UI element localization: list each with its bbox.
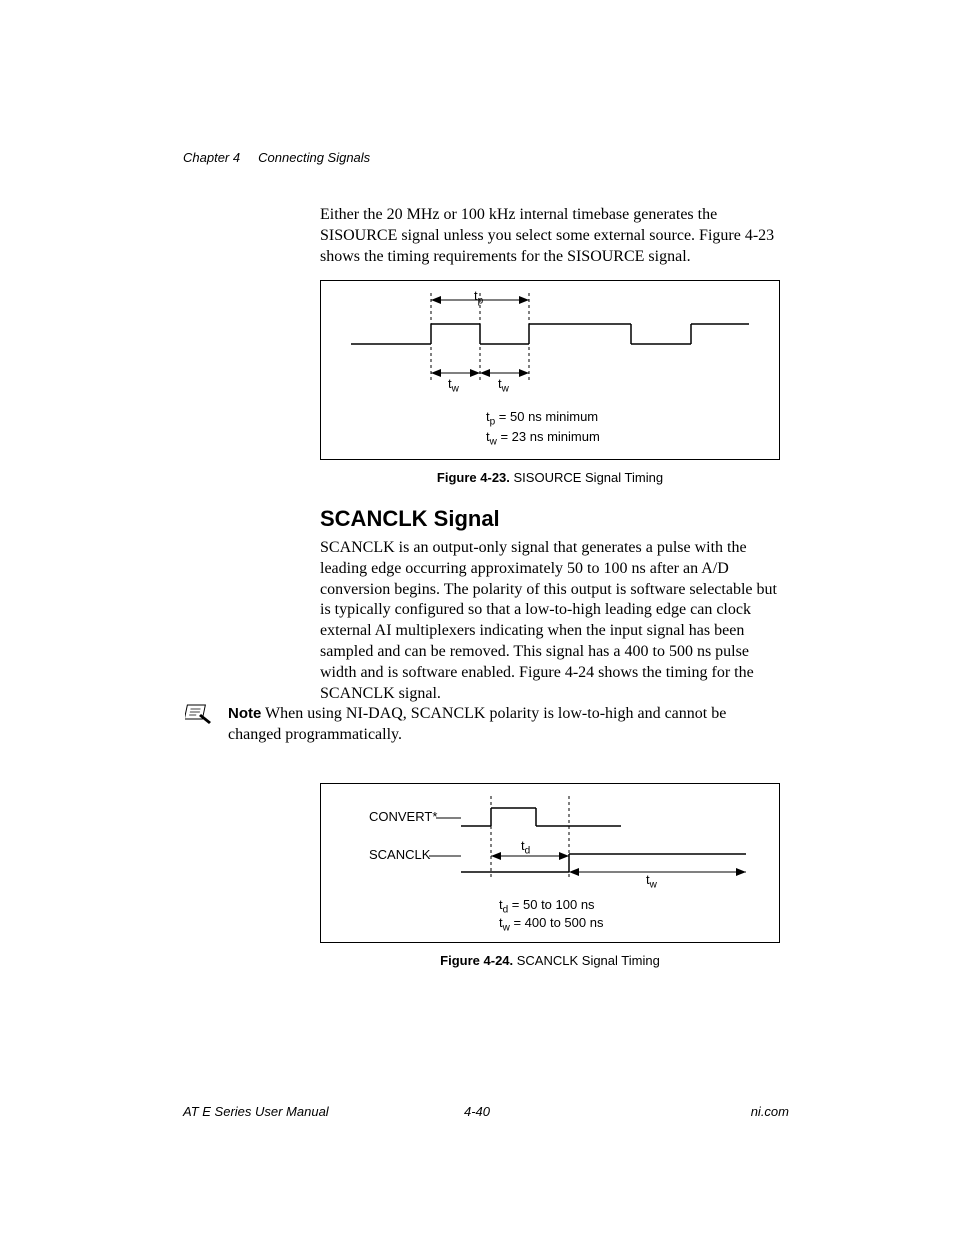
fig23-spec-line-2: tw = 23 ns minimum bbox=[486, 429, 600, 448]
footer-center: 4-40 bbox=[0, 1104, 954, 1119]
figure-23-box: tp tw tw tp = 50 ns minimum tw = 23 ns m… bbox=[320, 280, 780, 460]
section-heading: SCANCLK Signal bbox=[320, 506, 500, 532]
footer-right: ni.com bbox=[751, 1104, 789, 1119]
scanclk-paragraph: SCANCLK is an output-only signal that ge… bbox=[320, 538, 785, 704]
fig23-tw-label-2: tw bbox=[498, 376, 509, 395]
page: Chapter 4 Connecting Signals Either the … bbox=[0, 0, 954, 1235]
note-text: When using NI-DAQ, SCANCLK polarity is l… bbox=[228, 705, 726, 743]
fig23-tp-label: tp bbox=[474, 288, 483, 307]
note-paragraph: Note When using NI-DAQ, SCANCLK polarity… bbox=[228, 704, 783, 746]
figure-23-caption: Figure 4-23. SISOURCE Signal Timing bbox=[320, 470, 780, 485]
fig23-spec-line-1: tp = 50 ns minimum bbox=[486, 409, 598, 428]
fig24-td-label: td bbox=[521, 838, 530, 857]
page-header: Chapter 4 Connecting Signals bbox=[183, 150, 370, 165]
chapter-number: Chapter 4 bbox=[183, 150, 240, 165]
intro-paragraph: Either the 20 MHz or 100 kHz internal ti… bbox=[320, 205, 780, 267]
fig24-tw-label: tw bbox=[646, 872, 657, 891]
chapter-title: Connecting Signals bbox=[258, 150, 370, 165]
fig23-tw-label-1: tw bbox=[448, 376, 459, 395]
fig24-spec-line-1: td = 50 to 100 ns bbox=[499, 897, 595, 916]
fig24-convert-label: CONVERT* bbox=[369, 809, 437, 824]
note-icon bbox=[185, 702, 213, 731]
note-label: Note bbox=[228, 705, 261, 722]
figure-24-caption: Figure 4-24. SCANCLK Signal Timing bbox=[320, 953, 780, 968]
fig24-spec-line-2: tw = 400 to 500 ns bbox=[499, 915, 603, 934]
fig24-scanclk-label: SCANCLK bbox=[369, 847, 430, 862]
figure-24-box: CONVERT* SCANCLK td tw td = 50 to 100 ns… bbox=[320, 783, 780, 943]
